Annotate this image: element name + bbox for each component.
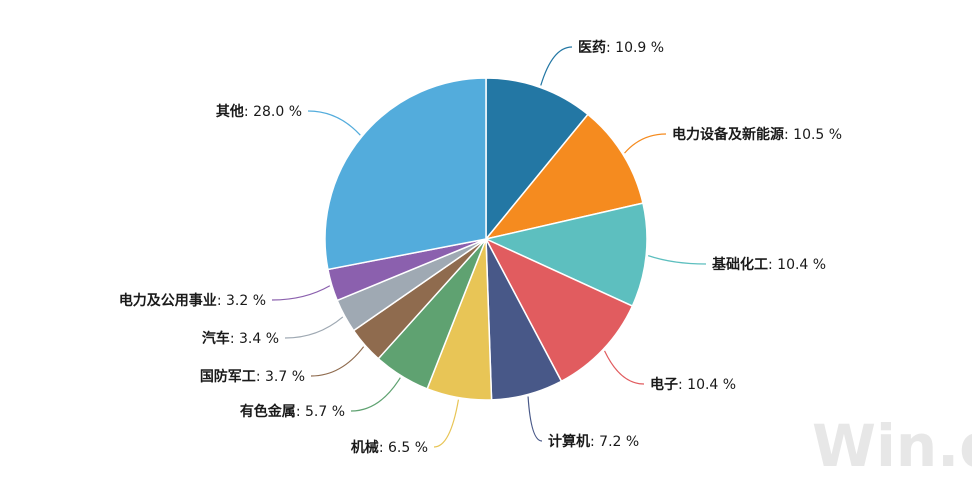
pie-slice: [485, 77, 589, 242]
slice-label: 计算机: 7.2 %: [548, 433, 639, 450]
slice-label: 机械: 6.5 %: [351, 439, 428, 456]
slice-label: 电力设备及新能源: 10.5 %: [672, 126, 842, 143]
pie-slice: [324, 77, 487, 271]
watermark-logo: Win.d: [812, 412, 972, 478]
slice-label: 医药: 10.9 %: [578, 39, 664, 56]
slice-label: 电子: 10.4 %: [650, 376, 736, 393]
slice-label: 有色金属: 5.7 %: [240, 403, 345, 420]
leader-line: [624, 133, 667, 154]
leader-line: [284, 316, 344, 339]
leader-line: [433, 399, 460, 448]
slice-label: 其他: 28.0 %: [216, 103, 302, 120]
pie-slice: [483, 202, 648, 308]
leader-line: [310, 346, 365, 377]
pie-slice: [484, 237, 634, 383]
slice-label: 电力及公用事业: 3.2 %: [119, 292, 266, 309]
slice-label: 基础化工: 10.4 %: [712, 256, 826, 273]
slice-labels: 医药: 10.9 % 电力设备及新能源: 10.5 % 基础化工: 10.4 % 电子…: [119, 39, 842, 456]
leader-line: [350, 377, 401, 412]
leader-line: [527, 396, 543, 442]
pie-slices: [324, 77, 648, 401]
slice-label: 汽车: 3.4 %: [202, 330, 279, 347]
leader-line: [271, 285, 331, 301]
pie-slice: [484, 113, 644, 241]
leader-lines: [271, 46, 707, 448]
leader-line: [647, 255, 707, 265]
leader-line: [307, 110, 361, 136]
leader-line: [604, 350, 645, 385]
slice-label: 国防军工: 3.7 %: [200, 368, 305, 385]
leader-line: [540, 46, 573, 86]
